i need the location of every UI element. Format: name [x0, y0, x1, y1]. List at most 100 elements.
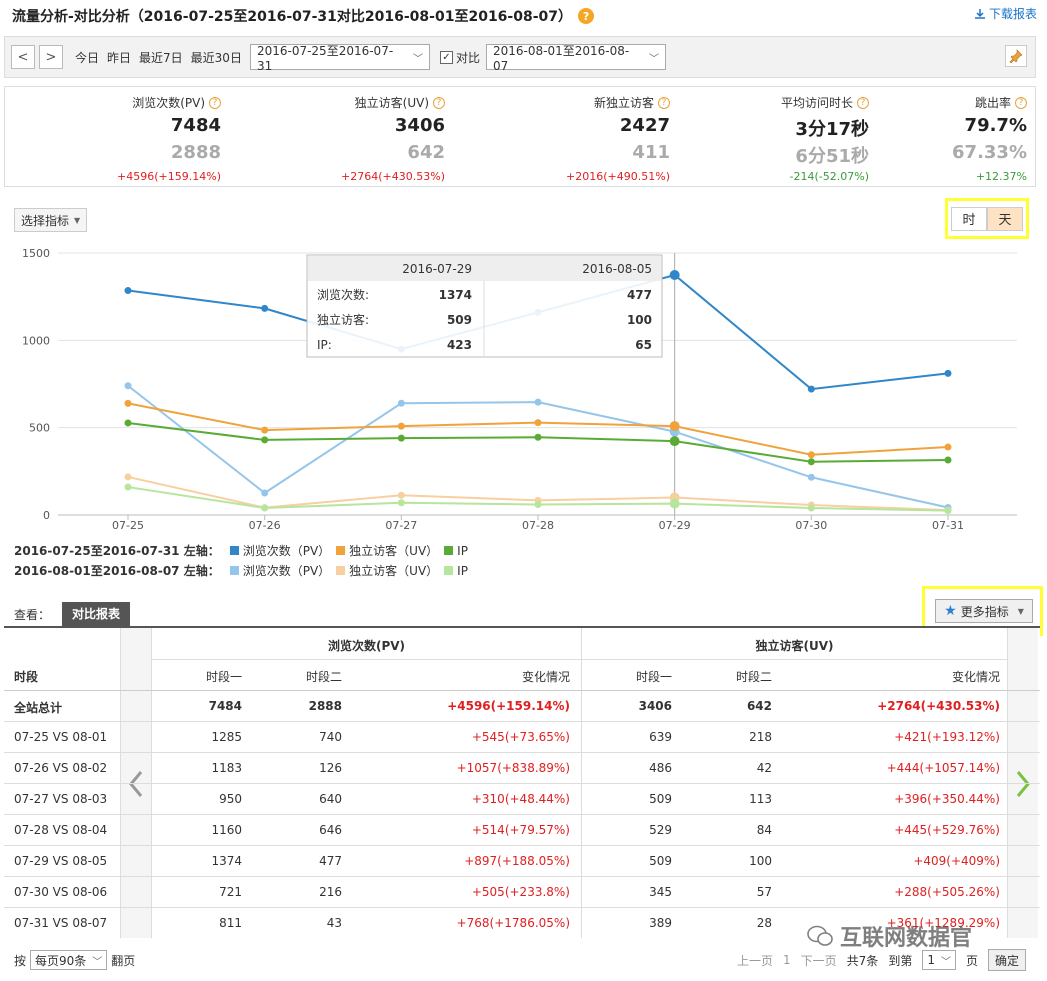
metric-value-period1: 79.7%: [964, 115, 1027, 136]
data-point: [807, 504, 815, 512]
question-icon[interactable]: ?: [433, 96, 445, 109]
chevron-left-icon: [129, 771, 143, 797]
metric-value-period1: 3406: [394, 115, 445, 136]
metric-value-period1: 3分17秒: [795, 119, 869, 140]
quick-yesterday[interactable]: 昨日: [107, 50, 132, 65]
legend-item[interactable]: 独立访客（UV）: [349, 564, 439, 578]
quick-last-30-days[interactable]: 最近30日: [190, 50, 242, 65]
title-bar: 流量分析-对比分析（2016-07-25至2016-07-31对比2016-08…: [12, 4, 595, 28]
tooltip-value2: 100: [627, 313, 652, 327]
table-cell-period: 07-31 VS 08-07: [14, 916, 108, 930]
table-cell-pvc: +310(+48.44%): [471, 792, 570, 806]
question-icon[interactable]: ?: [857, 96, 869, 109]
prev-page-link[interactable]: 上一页: [737, 953, 774, 968]
column-header[interactable]: 时段一: [635, 670, 672, 684]
data-point: [124, 287, 132, 295]
table-cell-pvc: +505(+233.8%): [471, 885, 570, 899]
more-metrics-button[interactable]: ★ 更多指标 ▼: [935, 599, 1033, 623]
tab-compare-report[interactable]: 对比报表: [62, 602, 131, 626]
next-page-link[interactable]: 下一页: [800, 953, 837, 968]
legend-swatch: [229, 546, 239, 555]
legend-item[interactable]: 独立访客（UV）: [349, 544, 439, 558]
caret-down-icon: ▼: [1017, 606, 1024, 616]
range2-value: 2016-08-01至2016-08-07: [492, 43, 630, 73]
current-page[interactable]: 1: [783, 953, 791, 967]
metric-bounce-rate: 跳出率? 79.7% 67.33% +12.37%: [5, 87, 1027, 187]
compare-label: 对比: [455, 50, 480, 65]
pin-icon: [1009, 49, 1023, 63]
metric-value-period2: 2888: [170, 142, 221, 163]
flip-label: 翻页: [111, 953, 136, 968]
data-point: [807, 385, 815, 393]
table-cell-pv1: 7484: [208, 699, 242, 713]
data-point: [124, 473, 132, 481]
legend-item[interactable]: 浏览次数（PV）: [242, 544, 331, 558]
table-cell-uv1: 529: [649, 823, 672, 837]
legend-item[interactable]: IP: [457, 543, 468, 558]
next-period-button[interactable]: >: [39, 45, 63, 69]
data-point: [669, 421, 680, 432]
data-point: [944, 369, 952, 377]
y-tick-label: 1500: [22, 247, 50, 260]
compare-checkbox[interactable]: ✓ 对比: [439, 49, 480, 66]
legend-swatch: [336, 566, 346, 575]
column-header[interactable]: 变化情况: [521, 670, 570, 684]
column-header[interactable]: 变化情况: [951, 670, 1000, 684]
x-tick-label: 07-26: [249, 519, 281, 532]
table-cell-uv1: 486: [649, 761, 672, 775]
data-point: [944, 456, 952, 464]
quick-last-7-days[interactable]: 最近7日: [139, 50, 183, 65]
page-select[interactable]: 1 ﹀: [922, 950, 956, 970]
legend-swatch: [444, 566, 454, 575]
tooltip-value1: 1374: [439, 288, 472, 302]
column-header[interactable]: 时段二: [305, 670, 342, 684]
day-button[interactable]: 天: [987, 206, 1023, 231]
table-cell-pv1: 1285: [211, 730, 242, 744]
tooltip-value2: 477: [627, 288, 652, 302]
question-icon[interactable]: ?: [1015, 96, 1027, 109]
download-icon: [974, 8, 985, 19]
column-header[interactable]: 时段二: [735, 670, 772, 684]
per-page-value: 每页90条: [35, 953, 87, 968]
tooltip-date2: 2016-08-05: [582, 262, 652, 276]
table-cell-pv2: 740: [319, 730, 342, 744]
table-cell-pv2: 477: [319, 854, 342, 868]
quick-today[interactable]: 今日: [75, 50, 100, 65]
metric-value-period1: 7484: [170, 115, 221, 136]
tooltip-header: [308, 256, 661, 281]
data-point: [807, 458, 815, 466]
question-icon[interactable]: ?: [658, 96, 670, 109]
prev-period-button[interactable]: <: [11, 45, 35, 69]
range2-select[interactable]: 2016-08-01至2016-08-07 ﹀: [485, 43, 666, 73]
help-icon[interactable]: ?: [578, 8, 595, 24]
data-point: [261, 489, 269, 497]
download-report-link[interactable]: 下载报表: [974, 5, 1037, 22]
pager: 上一页 1 下一页 共7条 到第 1 ﹀ 页 确定: [737, 948, 1026, 972]
y-tick-label: 500: [29, 422, 50, 435]
pin-button[interactable]: [1005, 45, 1027, 67]
table-cell-uv1: 639: [649, 730, 672, 744]
table-cell-period: 07-25 VS 08-01: [14, 730, 108, 744]
legend-item[interactable]: IP: [457, 563, 468, 578]
metrics-summary: 浏览次数(PV)? 7484 2888 +4596(+159.14%) 独立访客…: [4, 86, 1036, 187]
watermark-text: 互联网数据官: [840, 926, 973, 951]
data-point: [669, 498, 680, 509]
tooltip-value1: 509: [447, 313, 472, 327]
table-cell-pv1: 811: [219, 916, 242, 930]
confirm-button[interactable]: 确定: [987, 949, 1026, 971]
range1-select[interactable]: 2016-07-25至2016-07-31 ﹀: [249, 44, 430, 73]
per-page-select[interactable]: 每页90条 ﹀: [30, 950, 108, 970]
select-metric-dropdown[interactable]: 选择指标 ▼: [14, 208, 88, 232]
table-cell-pv2: 126: [319, 761, 342, 775]
compare-table: 浏览次数(PV) 独立访客(UV) 时段 时段一 时段二 变化情况 时段一 时段二 变化情况 全站…: [4, 626, 1040, 938]
page-unit: 页: [965, 953, 978, 968]
tooltip-label: 独立访客:: [317, 312, 369, 327]
hour-button[interactable]: 时: [951, 206, 987, 231]
column-header[interactable]: 时段一: [205, 670, 242, 684]
data-point: [261, 426, 269, 434]
metric-avg-duration: 平均访问时长? 3分17秒 6分51秒 -214(-52.07%): [5, 87, 869, 187]
wechat-icon: [807, 925, 833, 946]
table-cell-pvc: +768(+1786.05%): [456, 916, 570, 930]
question-icon[interactable]: ?: [209, 96, 221, 109]
legend-item[interactable]: 浏览次数（PV）: [242, 564, 331, 578]
